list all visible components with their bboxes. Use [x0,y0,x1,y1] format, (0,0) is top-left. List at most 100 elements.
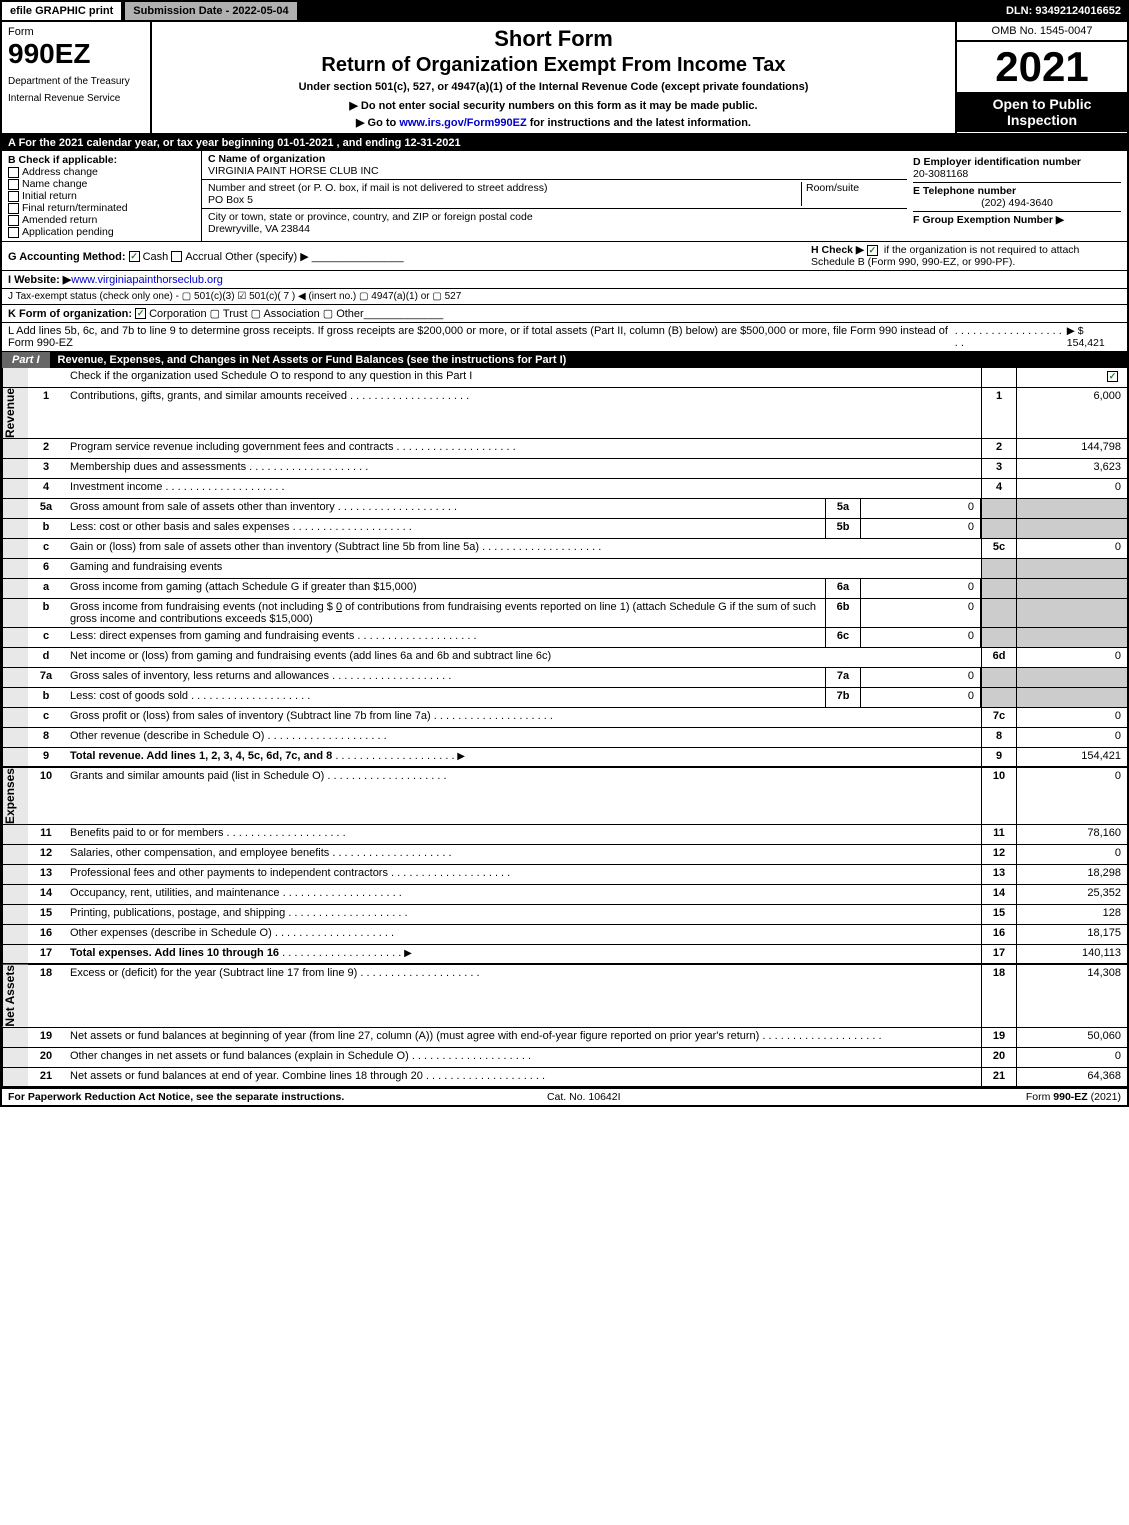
l11-val: 78,160 [1017,825,1127,844]
g-cash: Cash [143,251,169,263]
goto-line: ▶ Go to www.irs.gov/Form990EZ for instru… [162,116,945,129]
l9-desc: Total revenue. Add lines 1, 2, 3, 4, 5c,… [70,750,332,762]
g-other: Other (specify) ▶ [225,251,309,263]
form-label: Form [8,26,144,38]
meta-col: OMB No. 1545-0047 2021 Open to Public In… [957,22,1127,133]
l20-desc: Other changes in net assets or fund bala… [70,1050,409,1062]
l6c-desc: Less: direct expenses from gaming and fu… [70,630,354,642]
l7c-desc: Gross profit or (loss) from sales of inv… [70,710,431,722]
l6a-val: 0 [861,579,981,598]
l6-desc: Gaming and fundraising events [64,559,981,578]
submission-date: Submission Date - 2022-05-04 [123,0,298,22]
d-label: D Employer identification number [913,156,1081,168]
l21-val: 64,368 [1017,1068,1127,1086]
opt-address: Address change [22,166,98,178]
l3-desc: Membership dues and assessments [70,461,246,473]
l7a-val: 0 [861,668,981,687]
goto-pre: ▶ Go to [356,117,399,129]
l6b-desc: Gross income from fundraising events (no… [70,601,333,613]
l15-desc: Printing, publications, postage, and shi… [70,907,285,919]
l8-desc: Other revenue (describe in Schedule O) [70,730,264,742]
g-pre: G Accounting Method: [8,251,126,263]
cb-pending[interactable] [8,227,19,238]
side-net-assets: Net Assets [2,965,28,1027]
l16-val: 18,175 [1017,925,1127,944]
l-text: L Add lines 5b, 6c, and 7b to line 9 to … [8,325,955,349]
cb-final[interactable] [8,203,19,214]
l18-desc: Excess or (deficit) for the year (Subtra… [70,967,357,979]
form-number: 990EZ [8,38,144,70]
cb-name[interactable] [8,179,19,190]
foot-left: For Paperwork Reduction Act Notice, see … [8,1091,344,1103]
part-i-title: Revenue, Expenses, and Changes in Net As… [50,352,575,368]
l13-desc: Professional fees and other payments to … [70,867,388,879]
side-revenue: Revenue [2,388,28,438]
opt-name: Name change [22,178,87,190]
l9-val: 154,421 [1017,748,1127,766]
g-accrual: Accrual [185,251,222,263]
l7b-val: 0 [861,688,981,707]
k-opts: Corporation ▢ Trust ▢ Association ▢ Othe… [149,307,364,320]
l6d-val: 0 [1017,648,1127,667]
l-amount: ▶ $ 154,421 [1067,325,1121,349]
ein: 20-3081168 [913,168,968,180]
city-label: City or town, state or province, country… [208,211,533,223]
l8-val: 0 [1017,728,1127,747]
form-id-col: Form 990EZ Department of the Treasury In… [2,22,152,133]
tax-year: 2021 [957,42,1127,92]
l1-val: 6,000 [1017,388,1127,438]
irs-link[interactable]: www.irs.gov/Form990EZ [399,117,526,129]
col-b: B Check if applicable: Address change Na… [2,151,202,241]
dln: DLN: 93492124016652 [998,2,1129,20]
l5b-val: 0 [861,519,981,538]
l11-desc: Benefits paid to or for members [70,827,223,839]
cb-cash[interactable] [129,251,140,262]
cb-corp[interactable] [135,308,146,319]
l5c-val: 0 [1017,539,1127,558]
omb-number: OMB No. 1545-0047 [957,22,1127,42]
section-bcdef: B Check if applicable: Address change Na… [0,151,1129,242]
row-l: L Add lines 5b, 6c, and 7b to line 9 to … [0,323,1129,352]
cb-sched-b[interactable] [867,245,878,256]
l7c-val: 0 [1017,708,1127,727]
k-pre: K Form of organization: [8,308,132,320]
l16-desc: Other expenses (describe in Schedule O) [70,927,272,939]
foot-cat: Cat. No. 10642I [547,1091,621,1103]
b-label: B Check if applicable: [8,154,117,166]
l19-val: 50,060 [1017,1028,1127,1047]
opt-pending: Application pending [22,226,114,238]
l6a-desc: Gross income from gaming (attach Schedul… [70,581,417,593]
l17-desc: Total expenses. Add lines 10 through 16 [70,947,279,959]
l6b-val: 0 [861,599,981,627]
cb-amended[interactable] [8,215,19,226]
l5b-desc: Less: cost or other basis and sales expe… [70,521,290,533]
l4-desc: Investment income [70,481,162,493]
part-i-header: Part I Revenue, Expenses, and Changes in… [0,352,1129,368]
cb-initial[interactable] [8,191,19,202]
cb-sched-o[interactable] [1107,371,1118,382]
l5c-desc: Gain or (loss) from sale of assets other… [70,541,479,553]
l5a-desc: Gross amount from sale of assets other t… [70,501,335,513]
cb-accrual[interactable] [171,251,182,262]
c-label: C Name of organization [208,153,325,165]
row-i: I Website: ▶www.virginiapainthorseclub.o… [0,271,1129,289]
part-i-subtext: Check if the organization used Schedule … [64,368,981,387]
j-text: J Tax-exempt status (check only one) - ▢… [8,291,461,302]
form-header: Form 990EZ Department of the Treasury In… [0,22,1129,135]
l13-val: 18,298 [1017,865,1127,884]
footer: For Paperwork Reduction Act Notice, see … [0,1088,1129,1107]
goto-post: for instructions and the latest informat… [527,117,751,129]
org-name: VIRGINIA PAINT HORSE CLUB INC [208,165,379,177]
efile-label[interactable]: efile GRAPHIC print [0,0,123,22]
website-link[interactable]: www.virginiapainthorseclub.org [71,274,223,286]
opt-initial: Initial return [22,190,77,202]
g-accounting: G Accounting Method: Cash Accrual Other … [8,250,404,263]
ssn-note: ▶ Do not enter social security numbers o… [162,99,945,112]
room-label: Room/suite [801,182,901,206]
cb-address[interactable] [8,167,19,178]
l14-val: 25,352 [1017,885,1127,904]
l19-desc: Net assets or fund balances at beginning… [70,1030,759,1042]
col-def: D Employer identification number20-30811… [907,151,1127,241]
opt-final: Final return/terminated [22,202,128,214]
row-a: A For the 2021 calendar year, or tax yea… [0,135,1129,151]
